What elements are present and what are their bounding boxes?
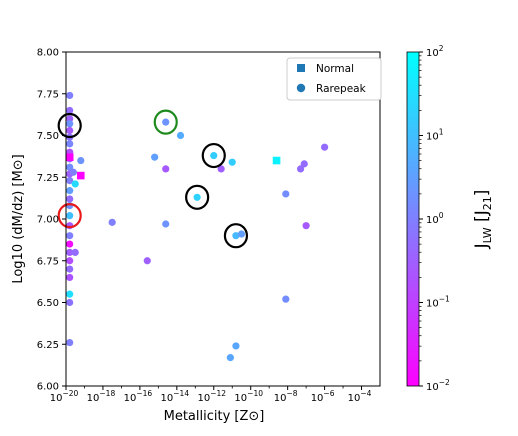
y-axis-title: Log10 (dM/dz) [M⊙] (11, 154, 26, 283)
colorbar-tick-label: 101 (426, 128, 444, 143)
x-tick-label: 10−20 (50, 389, 79, 404)
y-tick-label: 6.50 (37, 298, 59, 309)
y-tick-label: 6.00 (37, 382, 59, 393)
data-point (66, 187, 74, 195)
data-point (66, 120, 74, 128)
legend: Normal Rarepeak (286, 57, 382, 101)
highlight-circle (201, 142, 226, 169)
x-tick-label: 10−8 (274, 389, 298, 404)
data-point (66, 115, 74, 123)
data-point (66, 257, 74, 265)
x-tick-label: 10−14 (161, 389, 190, 404)
colorbar-tick-label: 10−2 (426, 378, 450, 393)
highlight-circle (57, 112, 82, 139)
data-point (77, 156, 85, 165)
data-point (66, 248, 74, 256)
legend-marker-rarepeak (296, 83, 306, 93)
legend-box (286, 57, 382, 101)
x-tick-label: 10−10 (234, 389, 263, 404)
data-point (226, 354, 234, 362)
data-point-square (272, 156, 281, 165)
data-point (66, 176, 74, 185)
data-point (302, 222, 310, 230)
colorbar-ticks: 10−2 10−1 100 101 102 (419, 44, 450, 393)
data-point (66, 163, 74, 171)
highlight-circle (185, 184, 210, 210)
data-point (300, 160, 308, 168)
data-point (228, 158, 236, 166)
data-point (210, 151, 218, 160)
data-point (66, 212, 74, 220)
x-tick-label: 10−18 (87, 389, 116, 404)
data-point (162, 220, 170, 228)
data-point (217, 165, 225, 173)
data-point (66, 195, 74, 203)
legend-label-rarepeak: Rarepeak (316, 83, 367, 95)
data-point (193, 193, 201, 201)
colorbar-tick-label: 10−1 (426, 295, 450, 310)
highlight-circle (57, 203, 82, 229)
data-point (143, 257, 151, 265)
x-tick-label: 10−6 (311, 389, 335, 404)
data-point (176, 131, 185, 140)
legend-label-normal: Normal (316, 63, 354, 75)
y-tick-label: 7.75 (37, 89, 59, 100)
legend-marker-normal (297, 64, 305, 72)
data-point (162, 165, 170, 173)
data-point (66, 106, 74, 115)
data-point (162, 118, 170, 126)
x-axis-title: Metallicity [Z⊙] (164, 409, 265, 424)
data-point (232, 342, 240, 350)
x-tick-label: 10−16 (124, 389, 153, 404)
highlight-layer (57, 109, 249, 249)
data-point-square (76, 171, 85, 180)
y-tick-label: 7.25 (37, 173, 59, 184)
data-point (320, 143, 329, 151)
colorbar-tick-label: 100 (426, 211, 444, 226)
data-point (71, 180, 79, 188)
data-point (69, 168, 77, 176)
colorbar: 10−2 10−1 100 101 102 JLW [J21] (406, 44, 494, 393)
data-point-square (65, 153, 74, 162)
data-point (66, 298, 74, 307)
data-point (66, 338, 74, 347)
data-point (66, 232, 74, 240)
colorbar-label: JLW [J21] (472, 190, 494, 250)
data-point (66, 273, 74, 282)
data-point (66, 290, 74, 298)
data-point (66, 91, 74, 100)
data-point (237, 230, 246, 238)
data-point (66, 240, 74, 248)
y-tick-label: 7.50 (37, 131, 59, 142)
data-point (151, 153, 159, 161)
data-point (282, 190, 290, 198)
data-point (66, 265, 74, 273)
data-point (66, 126, 74, 135)
axes-layer: 6.00 6.25 6.50 6.75 7.00 7.25 7.50 7.75 8.00 10−2… (37, 48, 381, 404)
colorbar-gradient (406, 51, 420, 387)
data-point (66, 140, 74, 148)
highlight-circle (153, 109, 178, 135)
data-point (232, 232, 240, 240)
y-tick-label: 6.75 (37, 256, 59, 267)
colorbar-tick-label: 102 (426, 44, 444, 59)
x-tick-label: 10−12 (197, 389, 226, 404)
highlight-circle (223, 223, 249, 249)
y-tick-label: 7.00 (37, 215, 59, 226)
x-tick-label: 10−4 (348, 389, 372, 404)
data-point (282, 295, 290, 303)
y-tick-label: 6.25 (37, 340, 59, 351)
data-point (296, 165, 305, 173)
data-point (108, 218, 116, 226)
points-layer (65, 91, 329, 362)
data-point (71, 248, 79, 256)
y-tick-label: 8.00 (37, 48, 59, 59)
